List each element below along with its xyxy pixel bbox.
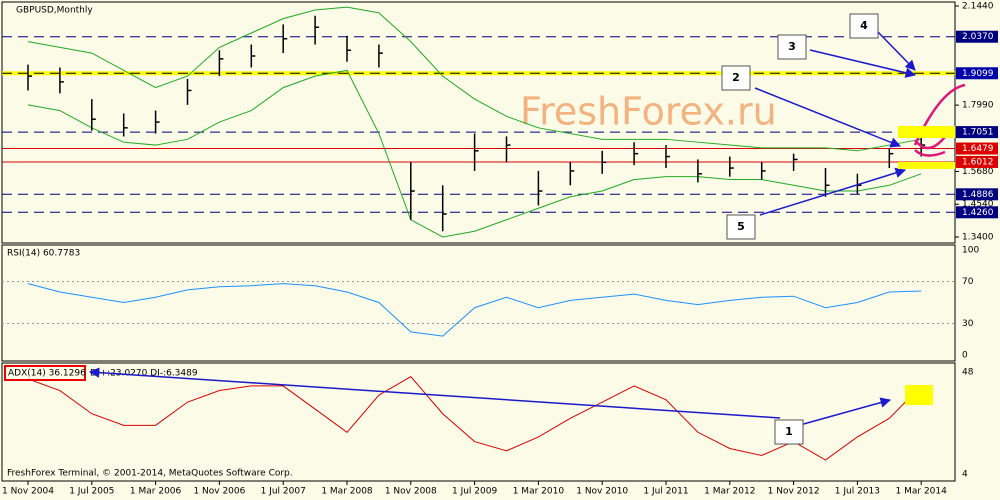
y-tick-label: 48 [962, 368, 974, 378]
x-tick-label: 1 Nov 2012 [768, 487, 820, 497]
x-tick-label: 1 Mar 2006 [130, 487, 182, 497]
highlight-box [898, 162, 955, 169]
watermark: FreshForex.ru [520, 90, 777, 134]
annotation: 4 [860, 19, 868, 32]
y-tick-label: 70 [962, 277, 974, 287]
annotation: 3 [788, 40, 796, 53]
y-tick-label: 30 [962, 319, 974, 329]
level-label: 1.7051 [962, 128, 994, 138]
arrows [88, 31, 917, 426]
x-tick-label: 1 Jul 2009 [452, 487, 497, 497]
x-tick-label: 1 Jul 2007 [261, 487, 306, 497]
x-tick-label: 1 Nov 2004 [2, 487, 54, 497]
adx-title-box [4, 365, 86, 381]
x-tick-label: 1 Jul 2011 [643, 487, 688, 497]
y-tick-label: 1.3400 [962, 233, 994, 243]
level-label-box [956, 67, 998, 80]
adx-panel [1, 362, 956, 482]
level-label: 1.4886 [962, 190, 994, 200]
x-tick-label: 1 Mar 2010 [513, 487, 565, 497]
x-tick-label: 1 Nov 2010 [576, 487, 628, 497]
y-tick-label: 1.7990 [962, 101, 994, 111]
x-tick-label: 1 Mar 2014 [896, 487, 948, 497]
x-tick-label: 1 Jul 2005 [69, 487, 114, 497]
rsi-line [27, 283, 922, 337]
level-label: 1.4260 [962, 208, 994, 218]
x-tick-label: 1 Mar 2012 [704, 487, 755, 497]
y-tick-label: 0 [962, 351, 968, 361]
y-tick-label: 1.5680 [962, 167, 994, 177]
y-tick-label: 100 [962, 246, 979, 256]
level-label-box [956, 155, 998, 168]
level-label-box [956, 30, 998, 43]
annotation-boxes [721, 13, 879, 445]
adx-title: ADX(14) 36.1296 [8, 369, 86, 379]
level-label: 1.6479 [962, 144, 994, 154]
price-panel [1, 1, 956, 244]
adx-subtitle: DI+:23.0270 DI-:6.3489 [90, 369, 198, 379]
level-label-box [956, 206, 998, 219]
x-tick-label: 1 Mar 2008 [321, 487, 373, 497]
highlight-box [898, 126, 955, 138]
adx-line [27, 375, 922, 461]
y-tick-label: 2.1440 [962, 2, 994, 12]
y-tick-label: 1.4540 [962, 200, 994, 210]
level-label-box [956, 188, 998, 201]
level-label: 2.0370 [962, 32, 994, 42]
y-tick-label: 4 [962, 470, 968, 480]
rsi-title: RSI(14) 60.7783 [7, 249, 80, 259]
level-label: 1.6012 [962, 157, 994, 167]
rsi-panel [1, 244, 956, 362]
level-label: 1.9099 [962, 69, 994, 79]
level-label-box [956, 126, 998, 139]
chart-title: GBPUSD,Monthly [16, 6, 93, 16]
band-line [27, 69, 922, 238]
band-line [27, 6, 922, 152]
footer: FreshForex Terminal, © 2001-2014, MetaQu… [7, 469, 293, 479]
annotation: 5 [737, 220, 745, 233]
level-label-box [956, 142, 998, 155]
x-tick-label: 1 Jul 2013 [835, 487, 880, 497]
annotation: 2 [732, 71, 740, 84]
annotation: 1 [785, 425, 793, 438]
x-tick-label: 1 Nov 2006 [193, 487, 245, 497]
highlight-box [905, 385, 933, 405]
x-tick-label: 1 Nov 2008 [385, 487, 437, 497]
